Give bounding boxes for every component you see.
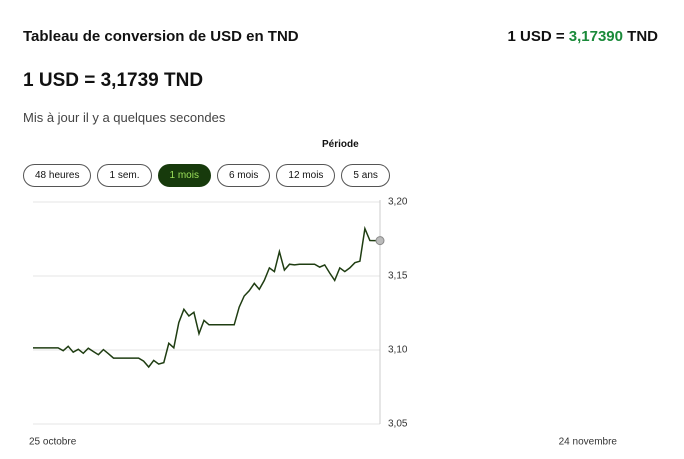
rate-value: 3,17390 [568,28,623,45]
page-title: Tableau de conversion de USD en TND [23,28,299,45]
rate: 1 USD = 3,1739 TND [23,70,204,91]
y-tick-label: 3,10 [388,345,408,356]
price-line [33,225,380,369]
x-tick-label: 25 octobre [29,437,77,448]
y-tick-label: 3,20 [388,197,408,208]
updated: Mis à jour il y a quelques secondes [23,110,226,125]
period-buttons: 48 heures 1 sem. 1 mois 6 mois 12 mois 5 ans [23,164,390,187]
period-label: Période [322,139,359,150]
period-button[interactable]: 1 sem. [97,164,152,187]
y-tick-label: 3,05 [388,419,408,430]
period-button[interactable]: 48 heures [23,164,92,187]
period-button[interactable]: 1 mois [157,164,211,187]
rate-prefix: 1 USD = [507,28,565,45]
y-tick-label: 3,15 [388,271,408,282]
last-point [375,236,385,246]
period-button[interactable]: 6 mois [216,164,271,187]
header-rate: 1 USD = 3,17390 TND [507,28,658,45]
x-tick-label: 24 novembre [559,437,618,448]
period-button[interactable]: 12 mois [276,164,336,187]
rate-suffix: TND [627,28,658,45]
period-button[interactable]: 5 ans [341,164,390,187]
